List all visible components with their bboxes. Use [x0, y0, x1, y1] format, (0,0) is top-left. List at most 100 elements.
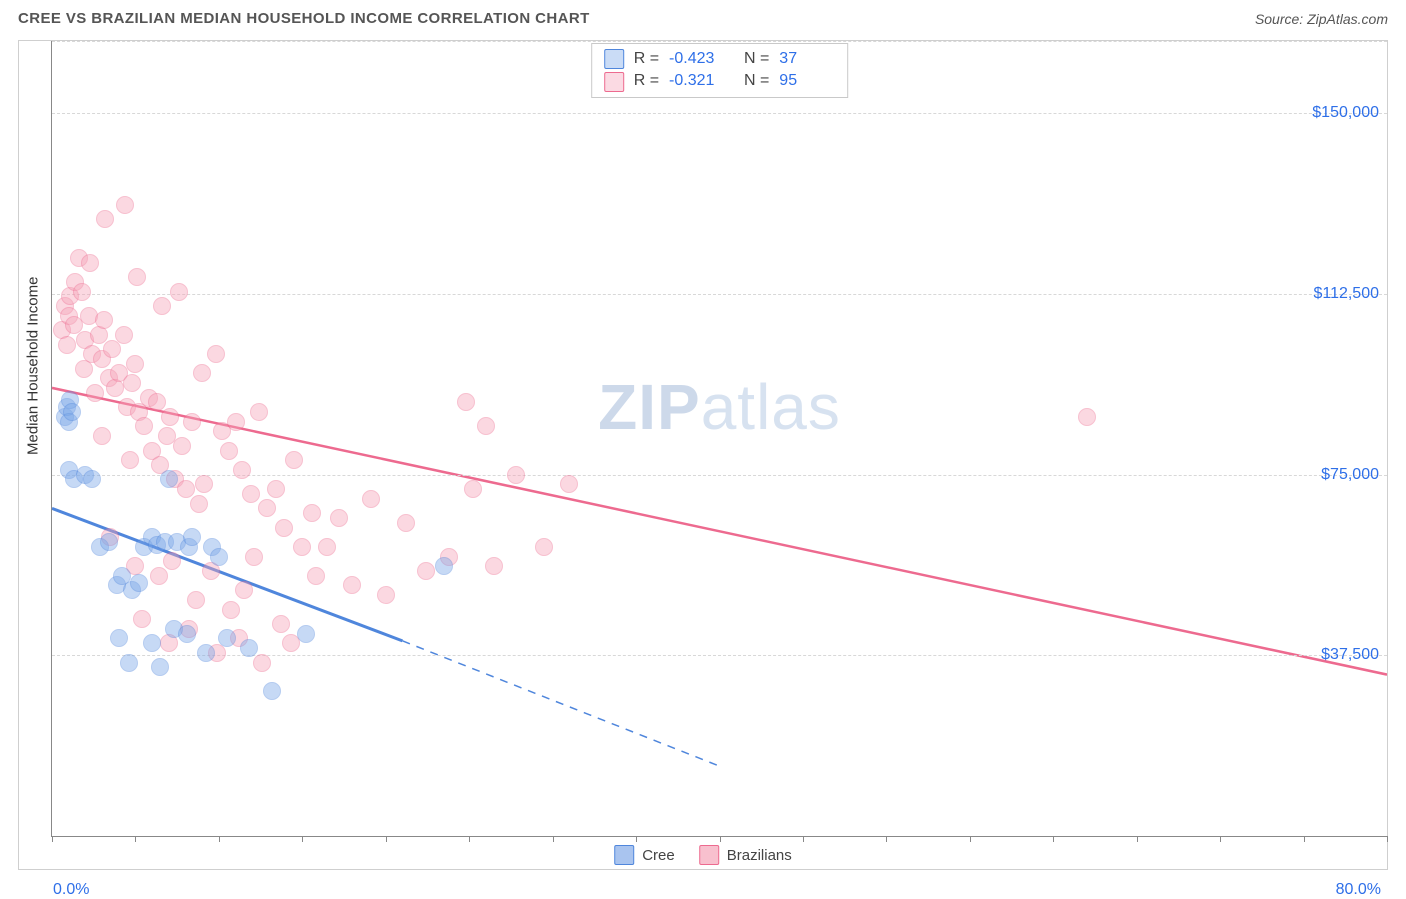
- plot-area: ZIPatlas R = -0.423 N = 37R = -0.321 N =…: [51, 41, 1387, 837]
- data-point: [151, 658, 169, 676]
- watermark: ZIPatlas: [598, 370, 841, 444]
- x-tick: [1220, 836, 1221, 842]
- data-point: [187, 591, 205, 609]
- data-point: [163, 552, 181, 570]
- data-point: [272, 615, 290, 633]
- data-point: [485, 557, 503, 575]
- data-point: [250, 403, 268, 421]
- n-label: N =: [735, 48, 769, 70]
- legend-swatch: [614, 845, 634, 865]
- data-point: [160, 470, 178, 488]
- data-point: [362, 490, 380, 508]
- x-tick: [1304, 836, 1305, 842]
- watermark-atlas: atlas: [701, 371, 841, 443]
- data-point: [183, 413, 201, 431]
- source-line: Source: ZipAtlas.com: [1255, 11, 1388, 27]
- data-point: [81, 254, 99, 272]
- data-point: [435, 557, 453, 575]
- data-point: [560, 475, 578, 493]
- data-point: [177, 480, 195, 498]
- data-point: [133, 610, 151, 628]
- data-point: [464, 480, 482, 498]
- legend-label: Cree: [642, 847, 675, 864]
- x-tick: [469, 836, 470, 842]
- data-point: [293, 538, 311, 556]
- data-point: [121, 451, 139, 469]
- watermark-zip: ZIP: [598, 371, 701, 443]
- legend-item: Brazilians: [699, 845, 792, 865]
- x-tick: [886, 836, 887, 842]
- data-point: [240, 639, 258, 657]
- data-point: [477, 417, 495, 435]
- data-point: [150, 567, 168, 585]
- data-point: [235, 581, 253, 599]
- data-point: [110, 629, 128, 647]
- legend-swatch: [604, 72, 624, 92]
- data-point: [245, 548, 263, 566]
- data-point: [193, 364, 211, 382]
- data-point: [86, 384, 104, 402]
- x-tick: [636, 836, 637, 842]
- data-point: [115, 326, 133, 344]
- x-tick: [1387, 836, 1388, 842]
- data-point: [95, 311, 113, 329]
- data-point: [207, 345, 225, 363]
- data-point: [135, 417, 153, 435]
- data-point: [210, 548, 228, 566]
- data-point: [173, 437, 191, 455]
- n-label: N =: [735, 70, 769, 92]
- data-point: [83, 470, 101, 488]
- trend-lines-layer: [52, 41, 1387, 836]
- data-point: [63, 403, 81, 421]
- data-point: [126, 355, 144, 373]
- data-point: [417, 562, 435, 580]
- data-point: [222, 601, 240, 619]
- source-prefix: Source:: [1255, 11, 1307, 27]
- y-tick-label: $75,000: [1321, 466, 1379, 484]
- data-point: [377, 586, 395, 604]
- gridline-h: [52, 475, 1387, 476]
- data-point: [507, 466, 525, 484]
- data-point: [535, 538, 553, 556]
- data-point: [343, 576, 361, 594]
- data-point: [143, 634, 161, 652]
- y-tick-label: $112,500: [1313, 285, 1379, 303]
- x-min-label: 0.0%: [53, 881, 89, 899]
- source-name: ZipAtlas.com: [1307, 11, 1388, 27]
- data-point: [103, 340, 121, 358]
- data-point: [258, 499, 276, 517]
- x-tick: [1137, 836, 1138, 842]
- r-value: -0.423: [669, 48, 725, 70]
- x-tick: [302, 836, 303, 842]
- trend-line-dash: [402, 641, 719, 766]
- data-point: [267, 480, 285, 498]
- data-point: [75, 360, 93, 378]
- chart-title: CREE VS BRAZILIAN MEDIAN HOUSEHOLD INCOM…: [18, 10, 590, 27]
- data-point: [218, 629, 236, 647]
- data-point: [233, 461, 251, 479]
- x-tick: [970, 836, 971, 842]
- legend-label: Brazilians: [727, 847, 792, 864]
- data-point: [148, 393, 166, 411]
- legend-swatch: [604, 49, 624, 69]
- data-point: [457, 393, 475, 411]
- gridline-h: [52, 113, 1387, 114]
- data-point: [116, 196, 134, 214]
- x-tick: [52, 836, 53, 842]
- data-point: [190, 495, 208, 513]
- data-point: [93, 427, 111, 445]
- x-tick: [386, 836, 387, 842]
- data-point: [123, 374, 141, 392]
- data-point: [275, 519, 293, 537]
- correlation-row: R = -0.423 N = 37: [604, 48, 836, 70]
- y-tick-label: $37,500: [1321, 646, 1379, 664]
- data-point: [253, 654, 271, 672]
- x-tick: [553, 836, 554, 842]
- correlation-legend: R = -0.423 N = 37R = -0.321 N = 95: [591, 43, 849, 98]
- data-point: [73, 283, 91, 301]
- x-max-label: 80.0%: [1336, 881, 1381, 899]
- correlation-row: R = -0.321 N = 95: [604, 70, 836, 92]
- x-tick: [803, 836, 804, 842]
- legend-item: Cree: [614, 845, 675, 865]
- data-point: [128, 268, 146, 286]
